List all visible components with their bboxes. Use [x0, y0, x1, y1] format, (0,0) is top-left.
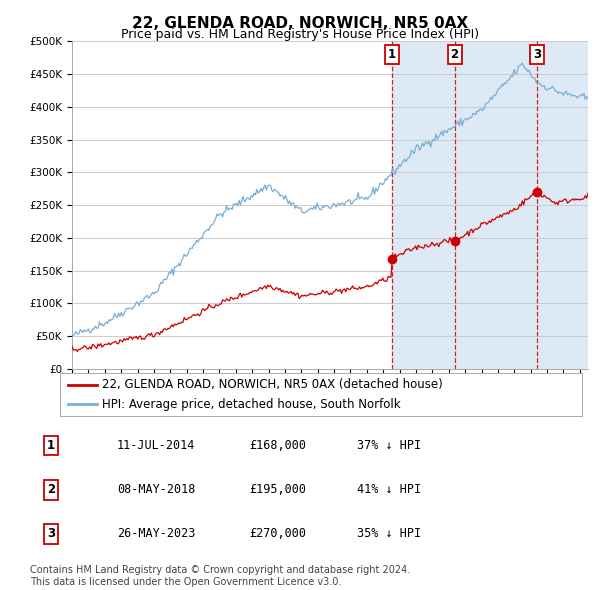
Text: 3: 3: [47, 527, 55, 540]
Text: £168,000: £168,000: [249, 439, 306, 452]
Text: £195,000: £195,000: [249, 483, 306, 496]
Text: HPI: Average price, detached house, South Norfolk: HPI: Average price, detached house, Sout…: [102, 398, 400, 411]
Text: Price paid vs. HM Land Registry's House Price Index (HPI): Price paid vs. HM Land Registry's House …: [121, 28, 479, 41]
Bar: [392, 41, 588, 369]
Text: 37% ↓ HPI: 37% ↓ HPI: [357, 439, 421, 452]
Text: 22, GLENDA ROAD, NORWICH, NR5 0AX: 22, GLENDA ROAD, NORWICH, NR5 0AX: [132, 16, 468, 31]
Text: 08-MAY-2018: 08-MAY-2018: [117, 483, 196, 496]
Text: 2: 2: [451, 48, 459, 61]
Text: 2: 2: [47, 483, 55, 496]
Text: 1: 1: [388, 48, 396, 61]
Text: 41% ↓ HPI: 41% ↓ HPI: [357, 483, 421, 496]
Text: 22, GLENDA ROAD, NORWICH, NR5 0AX (detached house): 22, GLENDA ROAD, NORWICH, NR5 0AX (detac…: [102, 378, 443, 391]
Text: 1: 1: [47, 439, 55, 452]
Text: £270,000: £270,000: [249, 527, 306, 540]
Text: 35% ↓ HPI: 35% ↓ HPI: [357, 527, 421, 540]
Text: Contains HM Land Registry data © Crown copyright and database right 2024.
This d: Contains HM Land Registry data © Crown c…: [30, 565, 410, 587]
Text: 11-JUL-2014: 11-JUL-2014: [117, 439, 196, 452]
Text: 26-MAY-2023: 26-MAY-2023: [117, 527, 196, 540]
Text: 3: 3: [533, 48, 541, 61]
